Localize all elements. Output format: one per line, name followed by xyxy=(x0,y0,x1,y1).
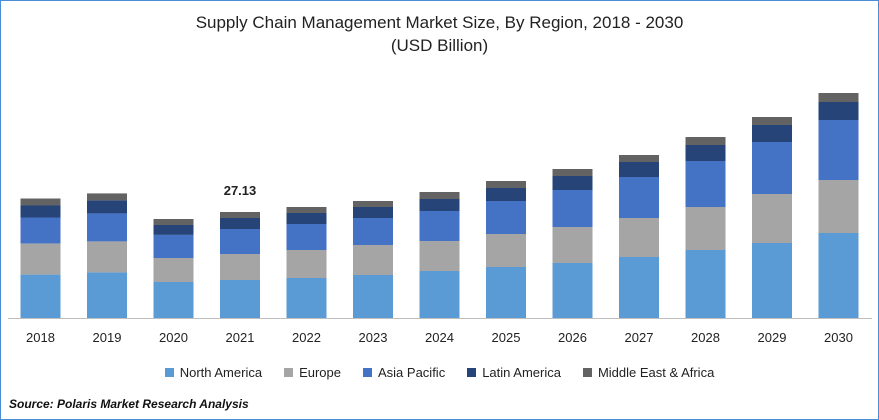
bar-segment-2019-4 xyxy=(87,193,127,201)
bar-segment-2028-1 xyxy=(685,207,726,250)
bar-segment-2027-4 xyxy=(619,155,659,162)
bar-segment-2027-2 xyxy=(619,177,659,218)
bar-segment-2030-1 xyxy=(818,180,859,233)
bar-segment-2020-1 xyxy=(153,258,194,282)
bar-segment-2030-3 xyxy=(818,102,859,120)
bar-segment-2027-3 xyxy=(619,162,659,177)
bar-segment-2025-0 xyxy=(486,267,526,318)
bar-segment-2018-2 xyxy=(20,217,61,244)
legend-label: Europe xyxy=(299,364,341,380)
bar-segment-2023-4 xyxy=(353,201,393,207)
x-tick-label-2026: 2026 xyxy=(558,330,587,345)
x-tick-label-2023: 2023 xyxy=(359,330,388,345)
bar-segment-2022-4 xyxy=(286,207,327,213)
bar-segment-2021-1 xyxy=(220,254,260,280)
bar-segment-2019-2 xyxy=(87,213,127,242)
bar-segment-2022-1 xyxy=(286,250,327,278)
bar-segment-2026-0 xyxy=(552,263,593,318)
bar-segment-2026-2 xyxy=(552,190,593,227)
bar-segment-2021-3 xyxy=(220,218,260,229)
bar-segment-2026-1 xyxy=(552,227,593,263)
legend-item-0: North America xyxy=(164,364,263,380)
bar-segment-2023-3 xyxy=(353,207,393,218)
x-tick-label-2024: 2024 xyxy=(425,330,454,345)
x-tick-label-2028: 2028 xyxy=(691,330,720,345)
x-tick-label-2020: 2020 xyxy=(159,330,188,345)
chart-legend: North America Europe Asia Pacific Latin Ame… xyxy=(0,362,879,382)
bar-segment-2025-3 xyxy=(486,188,526,201)
bar-segment-2027-0 xyxy=(619,257,659,318)
legend-label: Middle East & Africa xyxy=(597,364,715,380)
x-tick-label-2030: 2030 xyxy=(824,330,853,345)
bar-segment-2020-2 xyxy=(153,235,194,258)
bar-segment-2028-2 xyxy=(685,161,726,207)
legend-item-1: Europe xyxy=(284,365,341,380)
bar-segment-2030-4 xyxy=(818,93,859,102)
bar-segment-2022-0 xyxy=(286,278,327,318)
bar-segment-2029-3 xyxy=(752,125,792,142)
bar-segment-2025-1 xyxy=(486,234,526,267)
legend-item-2: Asia Pacific xyxy=(363,365,445,380)
data-label-2021: 27.13 xyxy=(224,183,257,198)
bar-segment-2021-2 xyxy=(220,229,260,254)
legend-swatch xyxy=(284,367,294,377)
bar-segment-2023-0 xyxy=(353,275,393,318)
x-tick-label-2021: 2021 xyxy=(226,330,255,345)
x-tick-label-2022: 2022 xyxy=(292,330,321,345)
bar-segment-2030-2 xyxy=(818,120,859,180)
bar-segment-2026-4 xyxy=(552,169,593,176)
bar-segment-2019-1 xyxy=(87,241,127,273)
bar-segment-2018-1 xyxy=(20,243,61,275)
bar-segment-2020-0 xyxy=(153,282,194,318)
source-note: Source: Polaris Market Research Analysis xyxy=(9,397,249,411)
chart-subtitle: (USD Billion) xyxy=(390,36,489,55)
legend-item-3: Latin America xyxy=(467,365,561,380)
bar-segment-2028-4 xyxy=(685,137,726,145)
bar-segment-2028-0 xyxy=(685,250,726,318)
legend-label: Asia Pacific xyxy=(378,364,446,380)
bar-segment-2029-2 xyxy=(752,142,792,194)
bar-segment-2028-3 xyxy=(685,145,726,161)
bar-segment-2026-3 xyxy=(552,176,593,190)
legend-swatch xyxy=(164,367,174,377)
bar-segment-2018-3 xyxy=(20,205,61,218)
bar-segment-2025-2 xyxy=(486,201,526,234)
legend-swatch xyxy=(582,367,592,377)
bar-segment-2024-1 xyxy=(419,241,460,271)
bar-segment-2018-4 xyxy=(20,198,61,206)
bar-segment-2020-4 xyxy=(153,219,194,225)
bar-segment-2027-1 xyxy=(619,218,659,257)
bar-segment-2022-2 xyxy=(286,224,327,250)
x-tick-label-2018: 2018 xyxy=(26,330,55,345)
bar-segment-2023-1 xyxy=(353,245,393,275)
legend-label: Latin America xyxy=(482,364,561,380)
legend-label: North America xyxy=(179,364,263,380)
bar-segment-2024-3 xyxy=(419,199,460,211)
bar-segment-2018-0 xyxy=(20,274,61,318)
bar-segment-2020-3 xyxy=(153,224,194,235)
bar-segment-2021-4 xyxy=(220,212,260,218)
bar-segment-2024-4 xyxy=(419,192,460,199)
bar-segment-2030-0 xyxy=(818,233,859,318)
bar-segment-2025-4 xyxy=(486,181,526,188)
x-tick-label-2027: 2027 xyxy=(625,330,654,345)
bar-segment-2024-2 xyxy=(419,211,460,241)
bar-segment-2029-1 xyxy=(752,194,792,243)
bar-segment-2029-0 xyxy=(752,243,792,318)
legend-swatch xyxy=(467,367,477,377)
chart-title: Supply Chain Management Market Size, By … xyxy=(195,13,684,32)
bar-segment-2029-4 xyxy=(752,117,792,125)
bar-segment-2024-0 xyxy=(419,271,460,318)
legend-item-4: Middle East & Africa xyxy=(582,364,715,380)
bar-segment-2019-3 xyxy=(87,200,127,214)
x-tick-label-2029: 2029 xyxy=(758,330,787,345)
bar-segment-2023-2 xyxy=(353,218,393,245)
bar-segment-2022-3 xyxy=(286,213,327,224)
x-tick-label-2025: 2025 xyxy=(492,330,521,345)
bar-segment-2021-0 xyxy=(220,280,260,318)
legend-swatch xyxy=(363,367,372,377)
bar-segment-2019-0 xyxy=(87,272,127,318)
x-tick-label-2019: 2019 xyxy=(93,330,122,345)
